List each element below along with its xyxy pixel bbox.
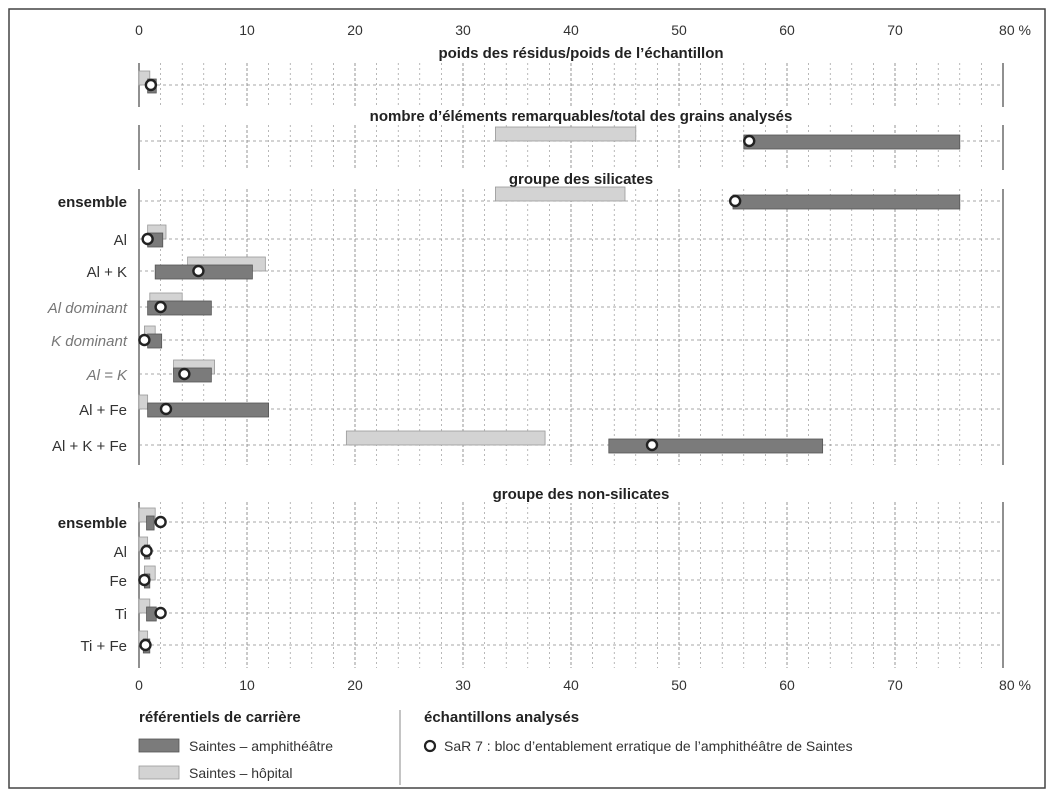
sample-marker [743, 134, 756, 148]
bar-hopital [138, 394, 149, 410]
sample-marker [141, 232, 154, 246]
bar-hopital [345, 430, 546, 446]
sample-marker [154, 515, 167, 529]
panel-title: nombre d’éléments remarquables/total des… [370, 108, 793, 125]
sample-marker [728, 194, 742, 208]
row-label: Al dominant [47, 300, 128, 317]
sample-marker [139, 638, 152, 652]
x-tick-label-bottom: 0 [135, 677, 143, 693]
x-tick-label-top: 0 [135, 22, 143, 38]
legend-title-samples: échantillons analysés [424, 709, 579, 726]
bar-amphi [147, 402, 269, 418]
row-label: Al + Fe [79, 402, 127, 419]
sample-marker [159, 402, 173, 416]
legend-label-hopital: Saintes – hôpital [189, 765, 293, 781]
x-tick-label-top: 60 [779, 22, 795, 38]
panel-title-bg [434, 44, 728, 62]
panel-title-bg [504, 170, 658, 188]
sample-marker [144, 78, 158, 92]
x-tick-label-bottom: 20 [347, 677, 363, 693]
row-label: Al = K [86, 367, 128, 384]
x-tick-label-bottom: 50 [671, 677, 687, 693]
x-tick-label-bottom: 70 [887, 677, 903, 693]
legend-swatch-hopital [138, 765, 180, 780]
x-tick-label-top: 70 [887, 22, 903, 38]
row-label: Ti [115, 606, 127, 623]
legend-sample-marker [423, 739, 437, 753]
bar-amphi [743, 134, 961, 150]
panel-title: groupe des non-silicates [493, 486, 670, 503]
row-label: Al + K + Fe [52, 438, 127, 455]
x-tick-label-top: 30 [455, 22, 471, 38]
x-tick-label-bottom: 60 [779, 677, 795, 693]
bar-hopital [494, 126, 637, 142]
panel-title-bg [365, 107, 797, 125]
row-label: Fe [109, 573, 127, 590]
row-label: Al [114, 232, 127, 249]
row-label: K dominant [51, 333, 128, 350]
panel-title: groupe des silicates [509, 171, 653, 188]
x-tick-label-bottom: 10 [239, 677, 255, 693]
sample-marker [138, 573, 151, 587]
bar-hopital [494, 186, 626, 202]
row-label: Al + K [87, 264, 127, 281]
panel-title-bg [488, 485, 674, 503]
x-tick-label-bottom: 80 % [999, 677, 1031, 693]
sample-marker [192, 264, 205, 278]
bar-amphi [732, 194, 961, 210]
sample-marker [154, 606, 167, 620]
x-tick-label-top: 10 [239, 22, 255, 38]
bar-hopital [138, 70, 151, 86]
panel-title: poids des résidus/poids de l’échantillon [438, 45, 723, 62]
bar-hopital [138, 598, 151, 614]
x-tick-label-top: 80 % [999, 22, 1031, 38]
x-tick-label-bottom: 40 [563, 677, 579, 693]
legend-title-references: référentiels de carrière [139, 709, 301, 726]
row-label: Ti + Fe [80, 638, 127, 655]
sample-marker [154, 300, 167, 314]
row-label: Al [114, 544, 127, 561]
figure-border [8, 8, 1046, 789]
sample-marker [138, 333, 151, 347]
x-tick-label-top: 50 [671, 22, 687, 38]
sample-marker [645, 438, 659, 452]
x-tick-label-top: 20 [347, 22, 363, 38]
legend-label-sample: SaR 7 : bloc d’entablement erratique de … [444, 738, 853, 754]
x-tick-label-bottom: 30 [455, 677, 471, 693]
sample-marker [140, 544, 153, 558]
row-label: ensemble [58, 515, 127, 532]
x-tick-label-top: 40 [563, 22, 579, 38]
legend-label-amphi: Saintes – amphithéâtre [189, 738, 333, 754]
row-label: ensemble [58, 194, 127, 211]
sample-marker [178, 367, 191, 381]
legend-swatch-amphi [138, 738, 180, 753]
bar-amphi [146, 515, 155, 531]
bar-amphi [608, 438, 824, 454]
